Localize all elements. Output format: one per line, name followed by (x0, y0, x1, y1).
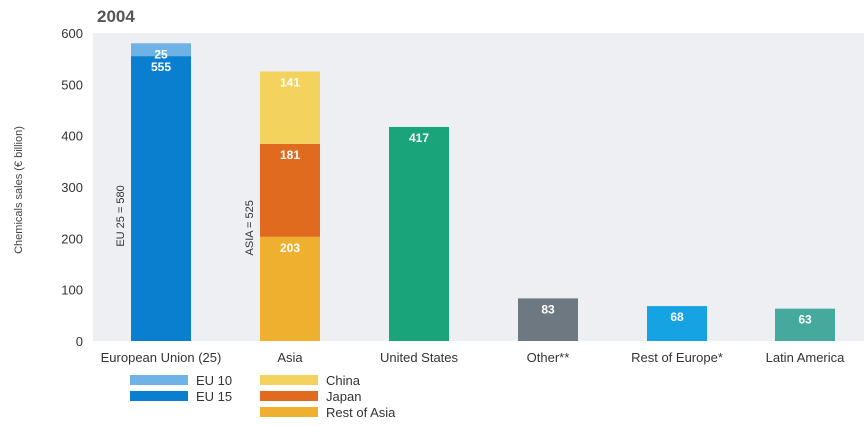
x-category-label: Latin America (766, 350, 846, 365)
bar-segment (775, 308, 835, 341)
legend-swatch (130, 391, 188, 401)
y-axis-ticks: 0 100 200 300 400 500 600 (61, 26, 83, 349)
data-label: 68 (670, 310, 684, 324)
group-total-label: ASIA = 525 (244, 200, 256, 255)
legend-swatch (260, 375, 318, 385)
plot-background (93, 33, 864, 341)
data-label: 83 (541, 302, 555, 316)
bar-segment (260, 71, 320, 144)
legend-label: China (326, 373, 361, 388)
y-tick-label: 200 (61, 231, 83, 246)
y-tick-label: 400 (61, 129, 83, 144)
x-category-label: European Union (25) (101, 350, 222, 365)
y-tick-label: 300 (61, 180, 83, 195)
data-label: 417 (409, 131, 429, 145)
legend-swatch (260, 391, 318, 401)
data-label: 555 (151, 60, 171, 74)
group-total-label: EU 25 = 580 (115, 185, 127, 246)
data-label: 63 (798, 313, 812, 327)
data-label: 181 (280, 148, 300, 162)
legend-label: Rest of Asia (326, 405, 396, 420)
x-category-label: Asia (277, 350, 303, 365)
y-tick-label: 500 (61, 77, 83, 92)
y-axis-label: Chemicals sales (€ billion) (13, 126, 25, 254)
x-category-label: Rest of Europe* (631, 350, 723, 365)
bar-segment (260, 143, 320, 237)
legend-label: EU 10 (196, 373, 232, 388)
bar-segment (518, 298, 578, 341)
bar-segment (131, 43, 191, 57)
x-category-label: United States (380, 350, 459, 365)
legend-swatch (130, 375, 188, 385)
x-category-label: Other** (527, 350, 570, 365)
bar-segment (131, 56, 191, 341)
x-axis-labels: European Union (25) Asia United States Othe… (101, 350, 846, 365)
data-label: 203 (280, 241, 300, 255)
legend-label: Japan (326, 389, 361, 404)
bar-segment (647, 306, 707, 341)
y-tick-label: 0 (76, 334, 83, 349)
data-label: 25 (154, 47, 168, 61)
y-tick-label: 100 (61, 283, 83, 298)
chart-title: 2004 (97, 7, 135, 26)
bar-segment (260, 236, 320, 341)
bar-segment (389, 126, 449, 341)
data-label: 141 (280, 76, 300, 90)
legend-label: EU 15 (196, 389, 232, 404)
y-tick-label: 600 (61, 26, 83, 41)
legend-swatch (260, 407, 318, 417)
